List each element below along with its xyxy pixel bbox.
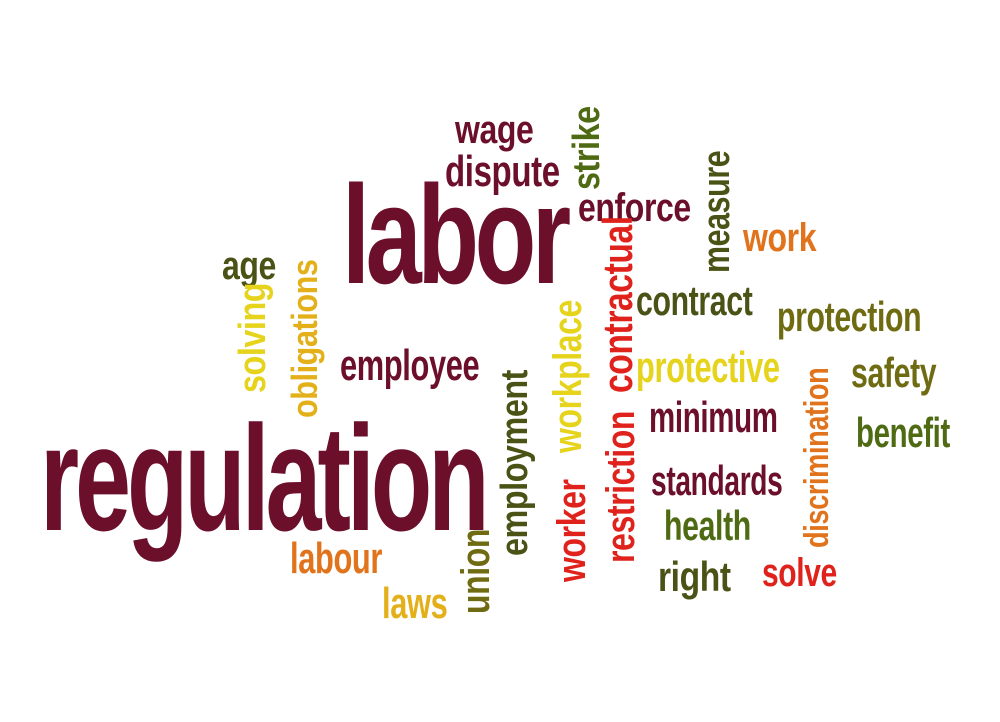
word-contractual: contractual — [594, 216, 641, 393]
word-enforce: enforce — [578, 186, 691, 230]
word-work: work — [743, 216, 817, 260]
word-regulation: regulation — [40, 394, 490, 562]
word-restriction: restriction — [599, 410, 643, 563]
word-health: health — [664, 502, 751, 549]
word-benefit: benefit — [856, 409, 950, 456]
word-protective: protective — [636, 343, 780, 392]
word-dispute: dispute — [445, 147, 560, 196]
word-solving: solving — [232, 282, 274, 393]
word-solve: solve — [762, 551, 837, 595]
word-union: union — [454, 528, 498, 614]
word-obligations: obligations — [284, 259, 325, 418]
word-strike: strike — [566, 106, 608, 190]
word-safety: safety — [851, 349, 937, 396]
word-measure: measure — [696, 150, 738, 273]
word-workplace: workplace — [546, 300, 590, 453]
word-labour: labour — [290, 534, 383, 583]
word-laws: laws — [382, 579, 448, 628]
word-discrimination: discrimination — [798, 367, 836, 548]
word-worker: worker — [550, 479, 594, 582]
word-employment: employment — [494, 369, 536, 556]
word-contract: contract — [636, 277, 753, 324]
word-standards: standards — [651, 457, 783, 504]
word-right: right — [658, 553, 731, 600]
word-age: age — [222, 244, 276, 288]
word-employee: employee — [340, 341, 480, 390]
word-labor: labor — [342, 156, 571, 313]
word-protection: protection — [777, 293, 922, 340]
word-wage: wage — [455, 108, 534, 152]
word-minimum: minimum — [649, 393, 778, 442]
